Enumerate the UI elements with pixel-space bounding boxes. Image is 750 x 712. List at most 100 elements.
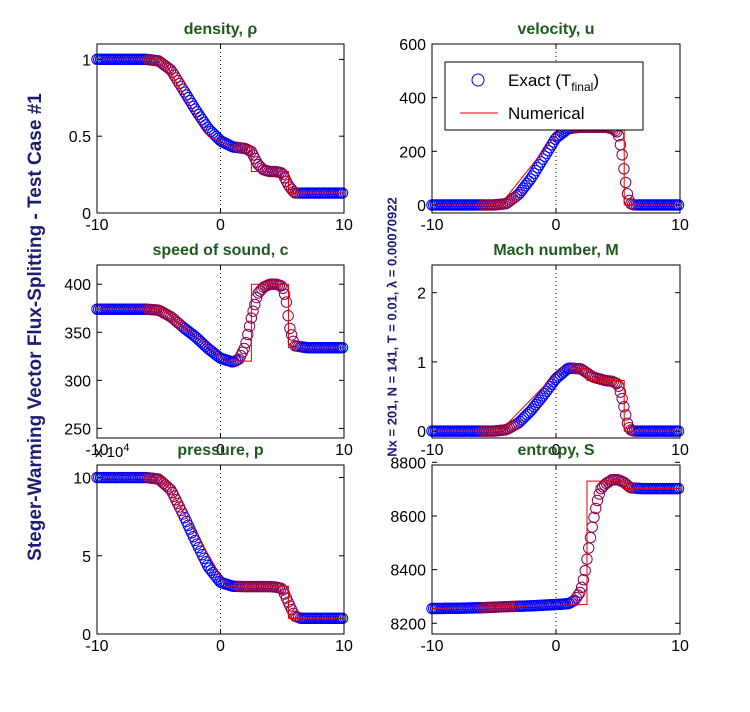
exact-marker <box>537 153 549 165</box>
exact-series <box>91 53 349 199</box>
y-tick-label: 8400 <box>390 563 426 580</box>
x-tick-label: 0 <box>216 217 225 234</box>
y-tick-label: 8800 <box>390 455 426 472</box>
exact-marker <box>593 488 605 500</box>
panel-title: density, ρ <box>184 21 258 38</box>
exact-marker <box>166 66 179 78</box>
exact-marker <box>173 77 186 90</box>
exact-marker <box>528 167 540 180</box>
y-tick-label: 10 <box>73 471 91 488</box>
y-tick-label: 0 <box>417 198 426 215</box>
exact-marker <box>535 156 547 168</box>
exact-marker <box>243 144 256 157</box>
legend-numerical-label: Numerical <box>508 104 585 123</box>
exact-marker <box>591 494 604 507</box>
panel-title: velocity, u <box>517 21 594 38</box>
exact-marker <box>574 586 586 599</box>
y-tick-label: 600 <box>399 37 426 54</box>
x-tick-label: 0 <box>552 442 561 459</box>
x-tick-label: -10 <box>420 217 443 234</box>
y-tick-label: 0 <box>417 424 426 441</box>
x-tick-label: -10 <box>85 442 108 459</box>
exact-marker <box>614 386 627 398</box>
exact-marker <box>247 305 259 317</box>
exact-marker <box>178 86 191 98</box>
panel-title: entropy, S <box>517 442 594 459</box>
axes-frame <box>431 264 681 439</box>
exact-marker <box>590 502 602 515</box>
exact-series <box>426 474 685 615</box>
numerical-line <box>432 366 680 432</box>
numerical-line <box>432 126 680 206</box>
y-tick-label: 0.5 <box>69 129 91 146</box>
numerical-line <box>97 283 344 362</box>
exact-marker <box>588 511 600 524</box>
exact-marker <box>530 164 542 177</box>
exact-marker <box>177 83 189 95</box>
x-tick-label: 0 <box>216 442 225 459</box>
exact-marker <box>171 75 184 87</box>
x-tick-label: 10 <box>335 442 353 459</box>
figure-side-subtitle: Nx = 201, N = 141, T = 0.01, λ = 0.00070… <box>384 197 400 457</box>
exact-marker <box>175 80 187 93</box>
exact-marker <box>602 476 614 488</box>
exact-marker <box>164 483 177 496</box>
panel-title: pressure, p <box>177 442 263 459</box>
y-tick-label: 2 <box>417 286 426 303</box>
exact-marker <box>278 288 291 300</box>
exact-series <box>91 471 349 625</box>
legend-exact-subscript: final <box>571 80 593 94</box>
exact-marker <box>242 328 254 341</box>
exact-marker <box>524 173 537 185</box>
exact-marker <box>249 298 261 311</box>
x-tick-label: 10 <box>671 217 689 234</box>
x-tick-label: -10 <box>420 638 443 655</box>
exact-marker <box>616 392 628 405</box>
y-tick-label: 350 <box>64 325 91 342</box>
y-tick-label: 250 <box>64 421 91 438</box>
x-tick-label: 10 <box>335 638 353 655</box>
exact-marker <box>280 296 293 308</box>
x-tick-label: -10 <box>85 638 108 655</box>
x-tick-label: 0 <box>552 217 561 234</box>
exact-marker <box>284 322 296 335</box>
y-tick-label: 400 <box>399 91 426 108</box>
y-tick-label: 5 <box>82 549 91 566</box>
exact-series <box>91 278 349 368</box>
y-tick-label: 8200 <box>390 616 426 633</box>
exact-marker <box>285 329 298 341</box>
figure-side-title: Steger-Warming Vector Flux-Splitting - T… <box>25 93 46 561</box>
exact-marker <box>621 188 634 200</box>
legend: Exact (Tfinal)Numerical <box>444 61 644 131</box>
y-tick-label: 8600 <box>390 509 426 526</box>
numerical-line <box>97 477 344 619</box>
exact-marker <box>619 409 632 421</box>
y-tick-label: 1 <box>417 355 426 372</box>
exact-marker <box>243 320 256 332</box>
exact-marker <box>583 542 595 554</box>
legend-box <box>444 61 644 131</box>
y-tick-label: 0 <box>82 206 91 223</box>
exact-marker <box>621 479 634 491</box>
exact-marker <box>275 582 287 595</box>
y-tick-label: 1 <box>82 52 91 69</box>
panel-entropy: entropy, S -10 0 10 8200 8400 8600 8800 <box>390 442 689 655</box>
exact-marker <box>577 574 590 586</box>
exact-marker <box>168 69 180 81</box>
exact-marker <box>531 161 544 174</box>
numerical-line <box>431 480 680 610</box>
panel-title: Mach number, M <box>493 242 618 259</box>
x-tick-label: 10 <box>671 638 689 655</box>
x-tick-label: -10 <box>420 442 443 459</box>
x-tick-label: 10 <box>671 442 689 459</box>
x-tick-label: 0 <box>552 638 561 655</box>
numerical-line <box>97 58 344 194</box>
exact-marker <box>572 589 584 601</box>
exact-marker <box>214 134 226 146</box>
x-tick-label: 10 <box>335 217 353 234</box>
exact-marker <box>238 342 251 355</box>
